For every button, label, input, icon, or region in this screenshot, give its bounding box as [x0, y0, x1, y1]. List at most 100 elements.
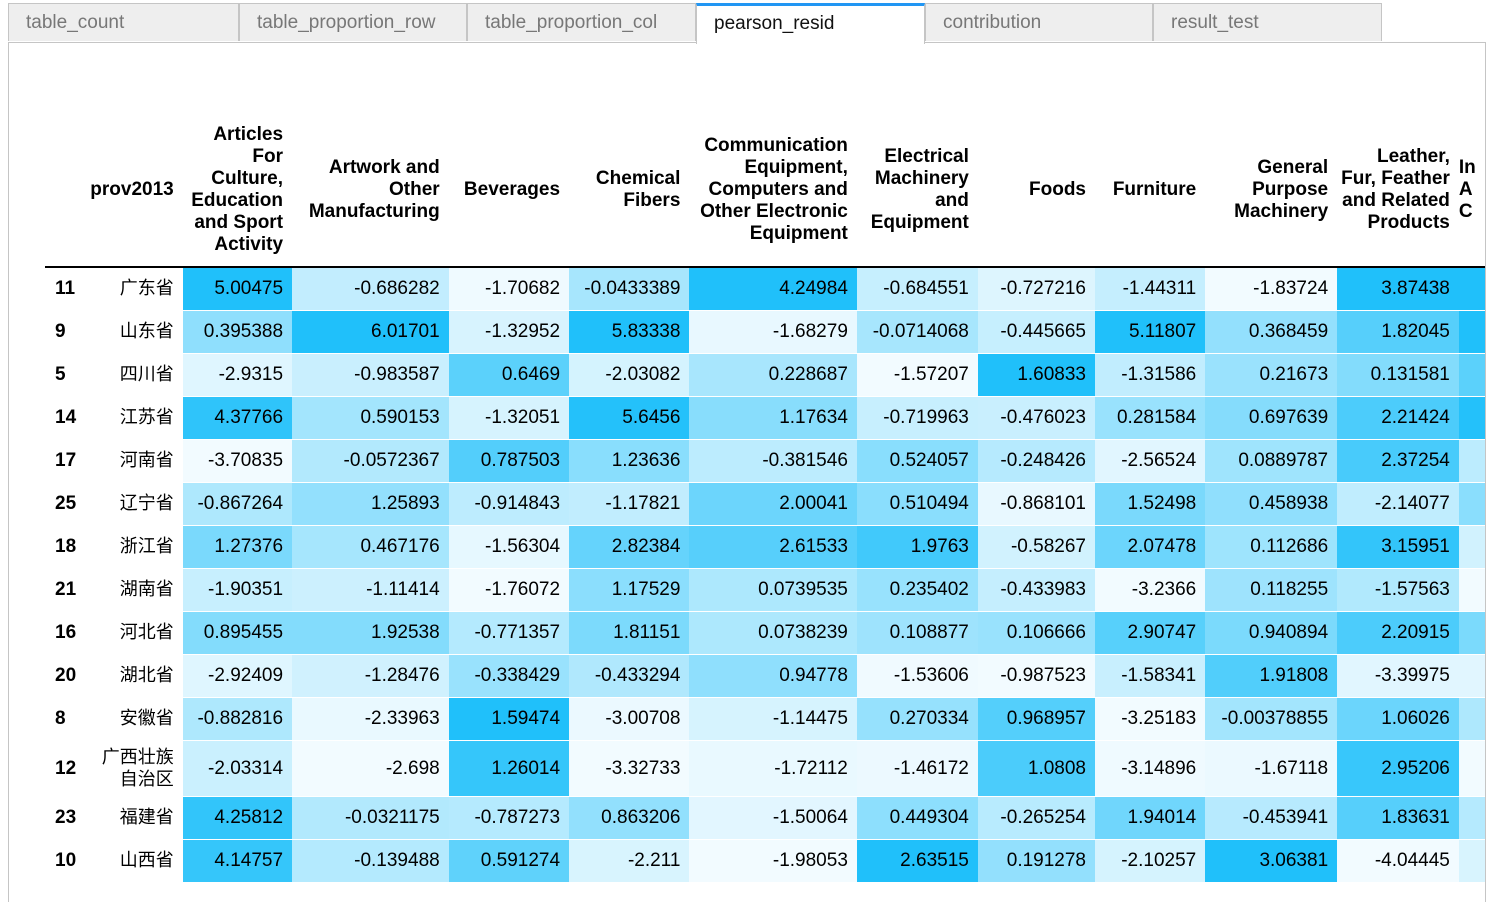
table-cell: 1.27376: [182, 525, 293, 569]
table-cell: -2.92409: [182, 654, 293, 698]
table-cell: -1.68279: [689, 310, 857, 354]
table-cell: -2.698: [292, 740, 449, 797]
table-cell: 0.787503: [448, 439, 570, 483]
row-province: 河北省: [88, 611, 183, 655]
table-cell: -0.0433389: [569, 267, 690, 311]
table-cell: -0.453941: [1205, 796, 1338, 840]
table-cell: -2.14077: [1337, 482, 1459, 526]
table-cell: 1.83631: [1337, 796, 1459, 840]
table-cell: 0.0738239: [689, 611, 857, 655]
table-cell: -2.56524: [1095, 439, 1206, 483]
row-province: 山东省: [88, 310, 183, 354]
table-cell: -0.265254: [977, 796, 1095, 840]
table-row: 10 山西省 4.14757 -0.139488 0.591274 -2.211 -1.98…: [45, 839, 1485, 883]
table-cell: -4.04445: [1337, 839, 1459, 883]
row-index: 20: [45, 654, 89, 698]
table-cell: 1.23636: [569, 439, 690, 483]
column-header: Communication Equipment, Computers and O…: [689, 113, 857, 268]
row-province: 广东省: [88, 267, 183, 311]
table-cell: -0.914843: [448, 482, 570, 526]
table-cell: 1.26014: [448, 740, 570, 797]
row-index: 5: [45, 353, 89, 397]
table-cell: -0.0321175: [292, 796, 449, 840]
table-cell: -0.719963: [856, 396, 978, 440]
table-row: 14 江苏省 4.37766 0.590153 -1.32051 5.6456 1.1763…: [45, 396, 1485, 440]
row-province: 辽宁省: [88, 482, 183, 526]
table-cell: 5.00475: [182, 267, 293, 311]
table-cell: -0.445665: [977, 310, 1095, 354]
table-cell: -0.771357: [448, 611, 570, 655]
table-cell: -0.882816: [182, 697, 293, 741]
row-index: 11: [45, 267, 89, 311]
row-province: 福建省: [88, 796, 183, 840]
table-row: 9 山东省 0.395388 6.01701 -1.32952 5.83338 -1.682…: [45, 310, 1485, 354]
table-cell: 0.281584: [1095, 396, 1206, 440]
tab-table-proportion-row[interactable]: table_proportion_row: [239, 3, 467, 41]
table-cell: 0.458938: [1205, 482, 1338, 526]
table-cell: 2.95206: [1337, 740, 1459, 797]
table-cell-overflow: [1458, 697, 1485, 741]
row-province: 山西省: [88, 839, 183, 883]
row-index: 8: [45, 697, 89, 741]
table-cell: -0.684551: [856, 267, 978, 311]
tab-bar: table_count table_proportion_row table_pro…: [8, 3, 1488, 44]
table-body: 11 广东省 5.00475 -0.686282 -1.70682 -0.0433389 4…: [45, 267, 1485, 883]
table-cell: -3.32733: [569, 740, 690, 797]
column-header: General Purpose Machinery: [1205, 113, 1338, 268]
table-cell: -0.381546: [689, 439, 857, 483]
tab-pearson-resid[interactable]: pearson_resid: [696, 3, 925, 44]
table-cell: 3.87438: [1337, 267, 1459, 311]
table-cell: -0.248426: [977, 439, 1095, 483]
row-index: 12: [45, 740, 89, 797]
table-cell-overflow: [1458, 310, 1485, 354]
table-cell-overflow: [1458, 740, 1485, 797]
table-cell: 1.52498: [1095, 482, 1206, 526]
table-cell: -1.31586: [1095, 353, 1206, 397]
table-cell-overflow: [1458, 482, 1485, 526]
table-cell: -1.56304: [448, 525, 570, 569]
table-cell: -0.433294: [569, 654, 690, 698]
tab-table-proportion-col[interactable]: table_proportion_col: [467, 3, 696, 41]
table-cell: -0.787273: [448, 796, 570, 840]
table-cell: 1.92538: [292, 611, 449, 655]
table-cell: 0.940894: [1205, 611, 1338, 655]
row-index: 18: [45, 525, 89, 569]
table-row: 18 浙江省 1.27376 0.467176 -1.56304 2.82384 2.615…: [45, 525, 1485, 569]
table-cell-overflow: [1458, 396, 1485, 440]
row-index: 17: [45, 439, 89, 483]
table-cell: 1.06026: [1337, 697, 1459, 741]
table-cell: 2.20915: [1337, 611, 1459, 655]
table-cell: 0.524057: [856, 439, 978, 483]
table-cell: -1.67118: [1205, 740, 1338, 797]
table-cell: 2.63515: [856, 839, 978, 883]
table-cell-overflow: [1458, 267, 1485, 311]
table-cell: -1.28476: [292, 654, 449, 698]
table-cell: 1.94014: [1095, 796, 1206, 840]
table-cell: 1.60833: [977, 353, 1095, 397]
table-cell: -2.10257: [1095, 839, 1206, 883]
table-cell: 0.449304: [856, 796, 978, 840]
column-header: Furniture: [1095, 113, 1206, 268]
table-cell: 5.11807: [1095, 310, 1206, 354]
row-province: 江苏省: [88, 396, 183, 440]
tab-result-test[interactable]: result_test: [1153, 3, 1382, 41]
table-cell: 0.591274: [448, 839, 570, 883]
table-cell: -1.50064: [689, 796, 857, 840]
table-cell: -1.76072: [448, 568, 570, 612]
tab-table-count[interactable]: table_count: [8, 3, 239, 41]
table-cell: -3.70835: [182, 439, 293, 483]
table-cell: -1.46172: [856, 740, 978, 797]
table-cell: 0.467176: [292, 525, 449, 569]
table-cell: 1.25893: [292, 482, 449, 526]
table-cell: 2.90747: [1095, 611, 1206, 655]
table-cell: -1.90351: [182, 568, 293, 612]
table-cell: 1.82045: [1337, 310, 1459, 354]
table-cell: -2.33963: [292, 697, 449, 741]
table-row: 25 辽宁省 -0.867264 1.25893 -0.914843 -1.17821 2.…: [45, 482, 1485, 526]
table-cell: -1.32952: [448, 310, 570, 354]
column-header: In A C: [1458, 113, 1485, 268]
tab-contribution[interactable]: contribution: [925, 3, 1153, 41]
table-cell: 0.895455: [182, 611, 293, 655]
table-cell: -0.987523: [977, 654, 1095, 698]
table-cell: -0.00378855: [1205, 697, 1338, 741]
